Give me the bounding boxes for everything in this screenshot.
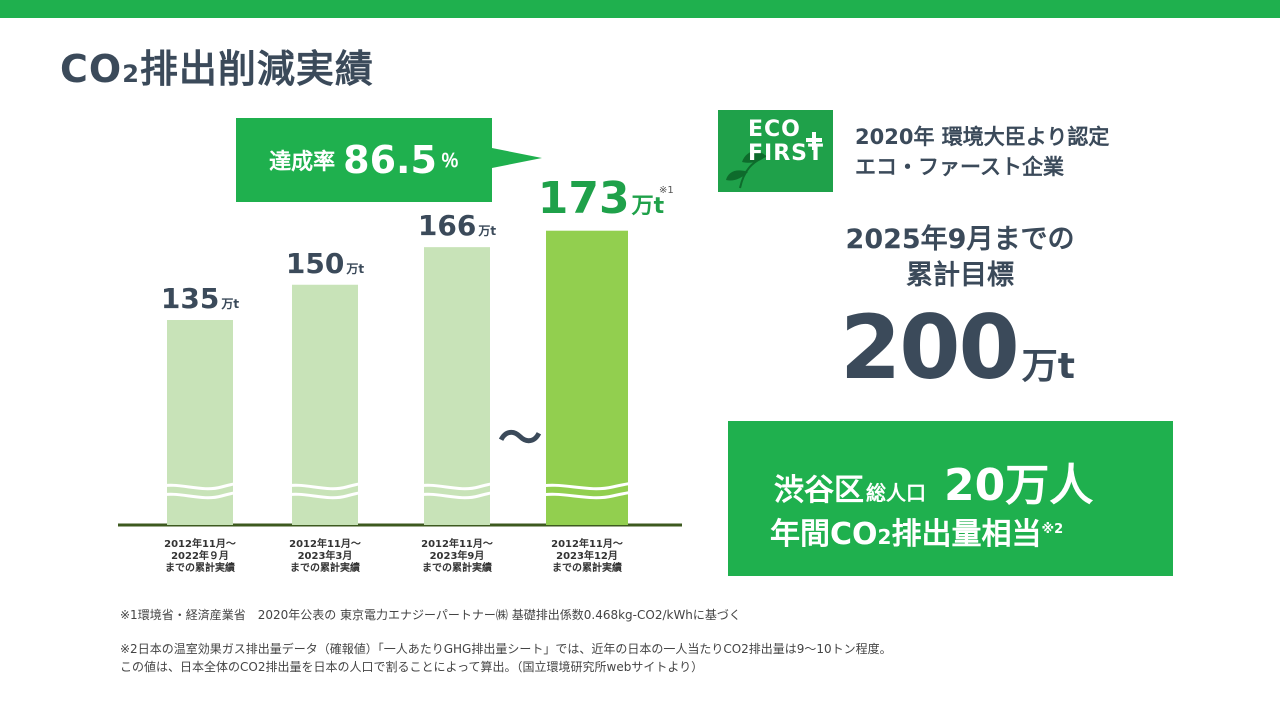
achievement-value: 86.5 bbox=[343, 138, 437, 182]
bar-value-label: 173万t bbox=[537, 172, 665, 224]
shibuya-equivalent-box: 渋谷区 総人口 20万人 年間CO2排出量相当※2 bbox=[728, 421, 1173, 576]
eco-first-logo-text: ECO FIRST bbox=[748, 117, 825, 166]
footnote-2: ※2日本の温室効果ガス排出量データ（確報値）「一人あたりGHG排出量シート」では… bbox=[120, 642, 892, 674]
axis-break-wave-3-1 bbox=[413, 481, 502, 491]
achievement-rate-box: 達成率 86.5 ％ bbox=[236, 118, 492, 202]
bar-note-mark: ※1 bbox=[659, 184, 674, 196]
achievement-unit: ％ bbox=[440, 151, 459, 172]
axis-break-wave-2-1 bbox=[281, 481, 370, 491]
axis-break-tilde: ～ bbox=[498, 413, 542, 464]
axis-break-wave-3-2 bbox=[413, 490, 502, 500]
chart-svg bbox=[118, 230, 682, 527]
achievement-arrow bbox=[492, 148, 542, 168]
shibuya-emission-line: 年間CO2排出量相当※2 bbox=[770, 517, 1064, 552]
bar-135 bbox=[167, 320, 233, 525]
category-label: 2012年11月～ 2023年9月 までの累計実績 bbox=[421, 539, 493, 574]
achievement-label: 達成率 bbox=[269, 150, 336, 175]
goal-label: 2025年9月までの 累計目標 bbox=[845, 224, 1075, 291]
bar-value-label: 166 万t bbox=[417, 209, 497, 243]
leaf-icon bbox=[726, 132, 822, 189]
axis-break-wave-4-1 bbox=[535, 481, 640, 491]
axis-break-wave-4-2 bbox=[535, 490, 640, 500]
axis-break-wave-1-1 bbox=[156, 481, 245, 491]
eco-first-description: 2020年 環境大臣より認定 エコ・ファースト企業 bbox=[855, 125, 1110, 179]
cumulative-co2-chart: 135 万t 2012年11月～ 2022年９月 までの累計実績 150 万t 2012年… bbox=[100, 110, 720, 610]
top-accent-bar bbox=[0, 0, 1280, 18]
bar-value-label: 150 万t bbox=[285, 246, 365, 280]
footnote-1: ※1環境省・経済産業省 2020年公表の 東京電力エナジーパートナー㈱ 基礎排出… bbox=[120, 608, 741, 622]
category-label: 2012年11月～ 2023年3月 までの累計実績 bbox=[289, 539, 361, 574]
bar-173 bbox=[546, 230, 628, 525]
axis-break-wave-1-2 bbox=[156, 490, 245, 500]
page-title: CO2排出削減実績 bbox=[60, 47, 374, 91]
eco-first-logo: ECO FIRST bbox=[718, 110, 833, 192]
shibuya-population-line: 渋谷区 総人口 20万人 bbox=[774, 460, 1094, 511]
axis-break-wave-2-2 bbox=[281, 490, 370, 500]
category-label: 2012年11月～ 2022年９月 までの累計実績 bbox=[164, 539, 236, 574]
goal-value: 200 万t bbox=[840, 296, 1075, 399]
category-label: 2012年11月～ 2023年12月 までの累計実績 bbox=[551, 539, 623, 574]
bar-value-label: 135 万t bbox=[160, 282, 240, 315]
bar-166 bbox=[424, 247, 490, 525]
